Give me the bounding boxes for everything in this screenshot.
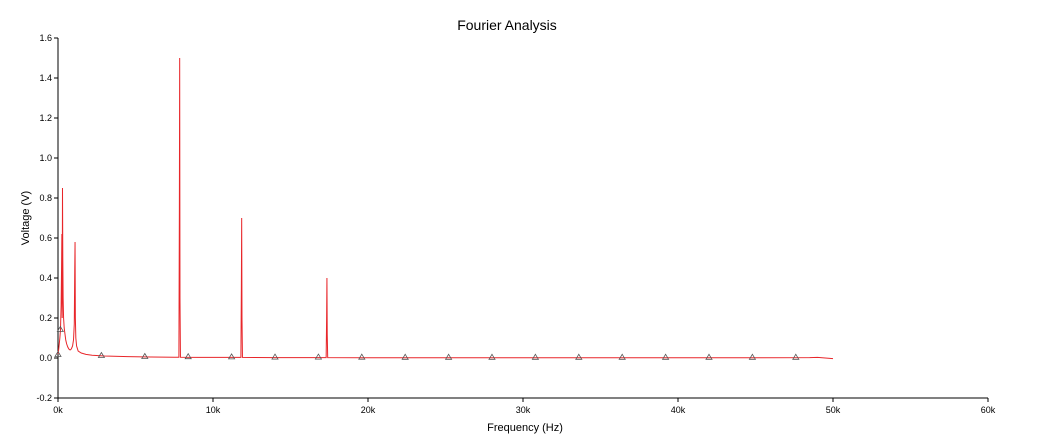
triangle-marker: [488, 353, 496, 360]
y-tick-label: 0.0: [39, 353, 52, 363]
x-axis-title: Frequency (Hz): [487, 422, 563, 434]
x-tick-label: 0k: [53, 405, 63, 415]
series-group: [57, 57, 834, 360]
x-tick-label: 50k: [826, 405, 841, 415]
triangle-marker: [705, 353, 713, 360]
triangle-marker: [314, 353, 323, 360]
x-tick-label: 10k: [206, 405, 221, 415]
y-tick-label: 1.0: [39, 153, 52, 163]
series-line: [57, 57, 834, 360]
y-tick-label: 1.2: [39, 113, 52, 123]
triangle-marker: [184, 352, 192, 360]
ticks: -0.2 0.0 0.2 0.4 0.6 0.8 1.0 1.2 1.4 1.6 0k 10k 20k 3…: [36, 33, 995, 415]
y-tick-label: 0.6: [39, 233, 52, 243]
y-tick-label: 1.4: [39, 73, 52, 83]
y-tick-label: 0.8: [39, 193, 52, 203]
triangle-marker: [444, 353, 453, 360]
triangle-marker: [618, 353, 626, 360]
x-tick-label: 30k: [516, 405, 531, 415]
chart-title: Fourier Analysis: [457, 17, 557, 33]
markers-group: [54, 325, 800, 360]
y-tick-label: 0.2: [39, 313, 52, 323]
triangle-marker: [792, 353, 800, 360]
triangle-marker: [661, 353, 670, 360]
triangle-marker: [54, 350, 62, 357]
triangle-marker: [227, 353, 236, 360]
triangle-marker: [141, 352, 149, 359]
x-tick-label: 20k: [361, 405, 376, 415]
triangle-marker: [56, 325, 65, 332]
triangle-marker: [358, 353, 366, 360]
triangle-marker: [531, 353, 540, 360]
triangle-marker: [575, 353, 583, 360]
x-tick-label: 60k: [981, 405, 996, 415]
y-tick-label: -0.2: [36, 393, 52, 403]
triangle-marker: [748, 353, 757, 360]
triangle-marker: [97, 351, 106, 358]
y-axis-title: Voltage (V): [20, 191, 32, 245]
y-tick-label: 0.4: [39, 273, 52, 283]
triangle-marker: [401, 353, 409, 360]
triangle-marker: [271, 353, 279, 360]
y-tick-label: 1.6: [39, 33, 52, 43]
x-tick-label: 40k: [671, 405, 686, 415]
axes: [57, 38, 988, 399]
